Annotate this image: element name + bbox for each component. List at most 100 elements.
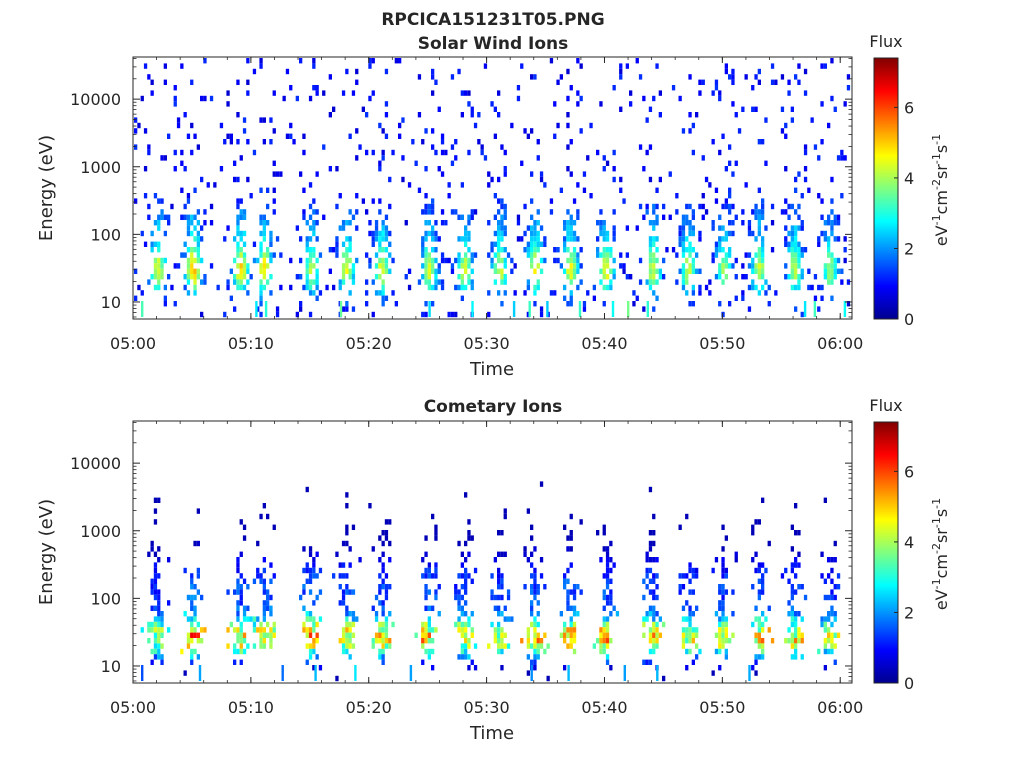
heatmap-cell [196,621,200,628]
heatmap-cell [794,627,798,633]
heatmap-cell [315,171,319,177]
heatmap-cell [609,567,613,574]
heatmap-cell [262,627,266,633]
heatmap-cell [500,274,504,280]
heatmap-cell [563,236,567,242]
heatmap-cell [147,144,151,150]
heatmap-cell [497,90,501,96]
heatmap-cell [467,665,471,671]
heatmap-cell [460,295,464,301]
heatmap-cell [830,58,834,64]
heatmap-cell [289,257,293,264]
heatmap-cell [335,166,339,172]
heatmap-cell [315,638,319,644]
heatmap-cell [302,209,306,215]
heatmap-cell [754,605,758,611]
heatmap-cell [645,203,649,210]
heatmap-cell [153,594,158,601]
heatmap-cell [434,567,438,574]
heatmap-cell [823,594,827,601]
heatmap-cell [761,648,765,655]
heatmap-cell [734,160,738,166]
heatmap-cell [599,638,603,644]
heatmap-cell [236,112,240,118]
heatmap-cell [470,112,474,118]
heatmap-cell [536,632,540,638]
heatmap-cell [500,257,504,264]
heatmap-cell [780,573,785,579]
heatmap-cell [467,519,471,525]
heatmap-cell [256,616,260,622]
heatmap-cell [305,616,309,622]
heatmap-cell [437,263,441,269]
heatmap-cell [167,627,171,633]
heatmap-cell [275,171,280,177]
heatmap-cell [728,144,732,150]
heatmap-cell [236,225,240,231]
heatmap-cell [424,257,428,264]
heatmap-cell [196,567,200,574]
heatmap-cell [493,632,497,638]
heatmap-cell [351,616,356,622]
heatmap-cell [157,257,161,264]
heatmap-cell [530,128,534,134]
heatmap-cell [480,149,484,156]
heatmap-cell [681,643,686,649]
heatmap-cell [757,632,761,638]
heatmap-cell [714,648,719,655]
heatmap-cell [424,301,428,307]
heatmap-cell [454,284,458,291]
heatmap-cell [572,589,577,595]
heatmap-cell [308,311,313,318]
heatmap-cell [599,225,603,231]
heatmap-cell [563,573,567,579]
heatmap-cell [612,236,616,242]
heatmap-cell [203,274,207,280]
heatmap-cell [190,584,194,590]
heatmap-cell [761,578,765,584]
heatmap-cell [800,193,804,199]
heatmap-cell [450,311,455,318]
heatmap-cell [345,263,349,269]
heatmap-cell [454,257,458,264]
heatmap-cell [183,567,187,574]
heatmap-cell [312,230,316,237]
heatmap-cell [563,632,567,638]
heatmap-cell [728,203,732,210]
heatmap-cell [497,236,501,242]
heatmap-cell [605,594,610,601]
heatmap-cell [794,247,798,253]
heatmap-cell [794,503,798,509]
heatmap-cell [440,252,445,258]
heatmap-cell [678,589,682,595]
heatmap-cell [249,193,253,199]
heatmap-cell [193,584,197,590]
heatmap-cell [190,605,194,611]
heatmap-cell [797,257,801,264]
heatmap-cell [384,627,389,633]
heatmap-cell [757,627,761,633]
heatmap-cell [295,274,299,280]
heatmap-cell [790,274,794,280]
heatmap-cell [754,268,758,274]
heatmap-cell [351,621,356,628]
heatmap-cell [840,155,844,161]
heatmap-cell [688,616,692,622]
heatmap-cell [503,247,507,253]
heatmap-cell [381,540,385,547]
heatmap-cell [655,203,659,210]
heatmap-cell [642,95,646,102]
heatmap-cell [431,665,435,671]
heatmap-cell [464,643,468,649]
heatmap-cell [345,236,349,242]
heatmap-cell [193,648,197,655]
heatmap-cell [404,274,408,280]
heatmap-cell [764,567,768,574]
heatmap-cell [272,90,276,96]
heatmap-cell [289,85,293,91]
heatmap-cell [530,74,534,80]
heatmap-cell [846,85,851,91]
heatmap-cell [424,166,428,172]
heatmap-cell [384,68,389,75]
heatmap-cell [526,557,530,563]
